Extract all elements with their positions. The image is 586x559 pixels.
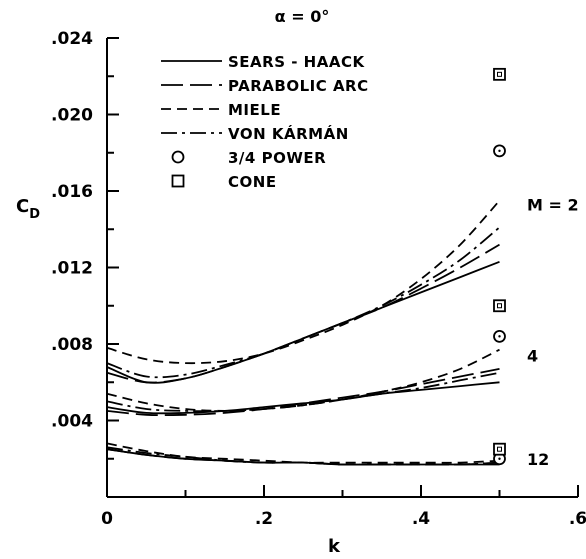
x-tick-label: .2 <box>255 509 273 529</box>
legend-label: CONE <box>228 173 277 191</box>
point-cone-m4 <box>493 299 506 313</box>
legend-label: 3/4 POWER <box>228 149 326 167</box>
x-tick-label: .4 <box>412 509 430 529</box>
series-line-solid-m4 <box>106 381 500 415</box>
point-cone-m12 <box>493 442 506 456</box>
mach-label: M = 2 <box>527 195 579 214</box>
mach-label: 12 <box>527 450 549 469</box>
x-tick-label: 0 <box>101 509 113 529</box>
point-inner-square <box>497 303 502 309</box>
legend-label: MIELE <box>228 101 281 119</box>
series-line-solid-m2 <box>106 260 500 384</box>
y-tick-label: .008 <box>51 335 93 355</box>
series-line-longdash-m2 <box>106 243 500 384</box>
series-line-longdash-m4 <box>106 368 500 417</box>
legend-symbol-circle <box>171 150 185 164</box>
mach-label: 4 <box>527 346 538 365</box>
y-axis-label: CD <box>16 196 40 222</box>
x-tick-label: .6 <box>569 509 586 529</box>
point-center-dot <box>498 335 501 338</box>
series-line-dashdot-m2 <box>106 226 501 379</box>
point-cone-m2 <box>493 67 506 81</box>
y-tick-label: .024 <box>51 29 93 49</box>
point-inner-square <box>497 71 502 77</box>
chart-title: α = 0° <box>275 7 330 26</box>
point-center-dot <box>498 457 501 460</box>
y-tick-label: .004 <box>51 412 93 432</box>
legend-label: VON KÁRMÁN <box>228 124 349 143</box>
series-line-dash-m12 <box>106 442 500 464</box>
point-center-dot <box>498 149 501 153</box>
series-line-dash-m2 <box>106 200 501 365</box>
y-tick-label: .012 <box>51 259 93 279</box>
legend: SEARS - HAACK PARABOLIC ARC MIELE VON KÁRMÁ… <box>161 53 369 191</box>
x-axis-label: k <box>328 536 341 557</box>
legend-label: PARABOLIC ARC <box>228 77 369 95</box>
y-tick-label: .020 <box>51 106 93 126</box>
legend-label: SEARS - HAACK <box>228 53 365 71</box>
plot-area: 0 .2 .4 .6 .004 .008 .012 .016 .020 .024 M = 2 4 12 <box>51 29 586 529</box>
series-line-dashdot-m12 <box>106 446 500 466</box>
series-line-dashdot-m4 <box>106 371 500 413</box>
y-tick-label: .016 <box>51 182 93 202</box>
legend-symbol-square <box>171 174 185 188</box>
point-inner-square <box>497 446 502 452</box>
